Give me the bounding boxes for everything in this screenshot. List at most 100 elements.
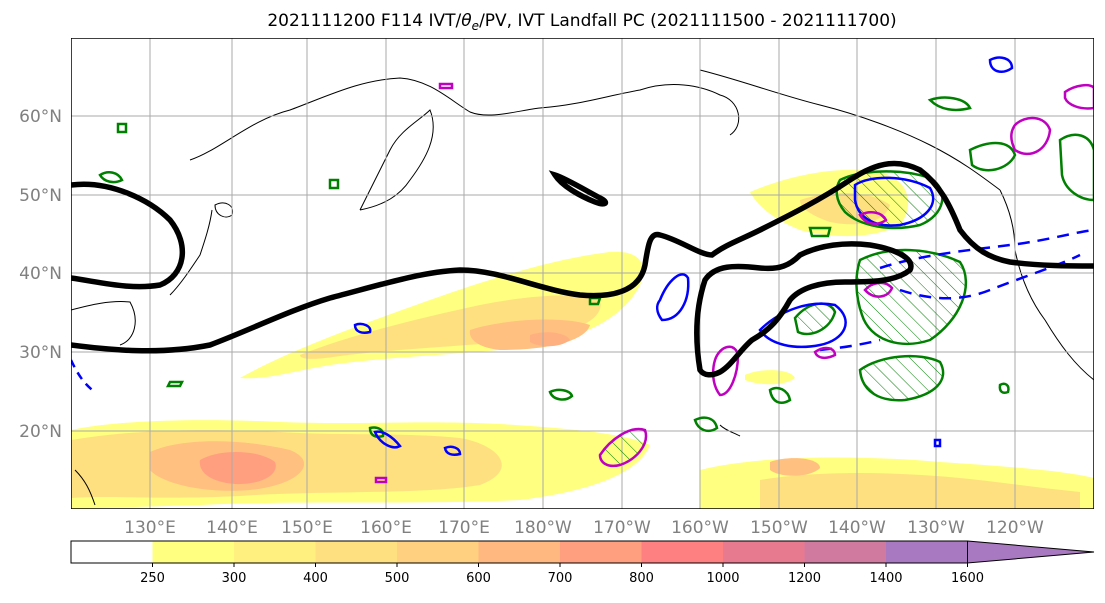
lon-label: 140°E: [206, 518, 258, 538]
kamchatka: [359, 109, 434, 211]
pv-ar-center: [793, 302, 837, 336]
pv-east-edge: [1058, 133, 1094, 202]
magenta-ar-mid: [711, 345, 740, 397]
figure-title: 2021111200 F114 IVT/θe/PV, IVT Landfall …: [267, 11, 896, 33]
lon-label: 120°W: [986, 518, 1044, 538]
pv-coast-strip: [968, 141, 1017, 172]
lon-label: 130°W: [907, 518, 965, 538]
lon-label: 160°E: [360, 518, 412, 538]
pv-hatched-east: [855, 248, 968, 345]
magenta-small-4: [438, 82, 454, 90]
ivt-plume-mid: [300, 295, 601, 359]
pc-contour-inner: [693, 241, 914, 378]
colorbar-segment: [71, 541, 153, 563]
lat-label: 50°N: [19, 186, 62, 206]
colorbar-tick-label: 800: [629, 571, 654, 586]
magenta-small-2: [858, 211, 888, 225]
colorbar-tick-label: 1000: [706, 571, 739, 586]
coastlines: [71, 69, 1094, 506]
magenta-small-3: [813, 346, 837, 360]
theta-e-small-5: [933, 438, 942, 448]
pv-small-2: [165, 380, 185, 388]
latitude-labels: 60°N 50°N 40°N 30°N 20°N: [19, 107, 62, 442]
map-plot-area: [71, 38, 1094, 509]
lat-label: 60°N: [19, 107, 62, 127]
na-coast: [999, 189, 1094, 381]
siberia-coast: [189, 77, 740, 161]
pv-small-6: [368, 426, 385, 438]
magenta-small-5: [374, 476, 388, 484]
colorbar-tick-label: 300: [222, 571, 247, 586]
landfall-pc-contours: [71, 160, 1094, 378]
colorbar-segment: [234, 541, 316, 563]
pv-small-7: [98, 171, 124, 184]
pv-small-1: [116, 122, 128, 134]
pv-hatched-southeast: [858, 354, 945, 402]
pv-small-3: [548, 388, 574, 401]
colorbar-tick-label: 1400: [869, 571, 902, 586]
lat-label: 40°N: [19, 264, 62, 284]
colorbar-tick-label: 250: [140, 571, 165, 586]
theta-e-small-2: [373, 430, 402, 449]
magenta-small-1: [863, 281, 894, 298]
pv-small-11: [998, 382, 1010, 394]
ivt-core-southeast: [770, 458, 820, 476]
theta-e-small-1: [353, 322, 372, 334]
magenta-contours: [374, 82, 1094, 484]
colorbar-segment: [478, 541, 561, 563]
colorbar-tick-label: 1600: [951, 571, 984, 586]
ivt-small-patch: [745, 370, 795, 385]
colorbar-extend-arrow: [967, 540, 1095, 564]
lon-label: 180°W: [514, 518, 572, 538]
pv-small-5: [768, 386, 792, 404]
pv-small-10: [808, 226, 832, 238]
theta-e-dashed-ar: [819, 338, 881, 352]
pc-contour-mid-pacific: [548, 170, 609, 207]
ivt-plume-core: [530, 332, 570, 347]
ivt-colorbar: 250 300 400 500 600 700 800 1000 1200 1400 1600: [70, 540, 1095, 586]
longitude-labels: 130°E 140°E 150°E 160°E 170°E 180°W 170°…: [124, 518, 1044, 538]
colorbar-segment: [397, 541, 479, 563]
colorbar-tick-label: 1200: [788, 571, 821, 586]
theta-e-small-4: [988, 56, 1014, 73]
colorbar-segment: [723, 541, 805, 563]
pc-contour-ar: [71, 160, 1094, 354]
magenta-north: [1010, 116, 1052, 156]
ivt-core-140e: [199, 451, 276, 485]
colorbar-segment: [560, 541, 642, 563]
theta-e-central: [656, 273, 690, 322]
lon-label: 170°W: [593, 518, 651, 538]
colorbar-segment: [641, 541, 724, 563]
magenta-south: [598, 427, 648, 468]
magenta-east-edge: [1063, 83, 1094, 110]
lon-label: 160°W: [671, 518, 729, 538]
lon-label: 150°E: [281, 518, 333, 538]
lat-label: 20°N: [19, 422, 62, 442]
lon-label: 130°E: [124, 518, 176, 538]
pv-small-8: [328, 178, 340, 190]
theta-e-dashed-west: [71, 359, 96, 394]
japan: [169, 209, 213, 296]
pv-north: [927, 96, 972, 112]
colorbar-tick-label: 600: [466, 571, 491, 586]
lon-label: 140°W: [828, 518, 886, 538]
alaska-coast: [699, 69, 1001, 191]
lat-label: 30°N: [19, 343, 62, 363]
lon-label: 170°E: [438, 518, 490, 538]
colorbar-segment: [315, 541, 398, 563]
korea-china: [71, 301, 136, 346]
colorbar-segment: [152, 541, 235, 563]
colorbar-frame: [70, 540, 968, 564]
colorbar-segment: [804, 541, 887, 563]
colorbar-tick-label: 700: [548, 571, 573, 586]
colorbar-tick-label: 500: [385, 571, 410, 586]
theta-e-small-3: [443, 445, 462, 456]
lon-label: 150°W: [750, 518, 808, 538]
pc-contour-north: [71, 181, 186, 290]
colorbar-segment: [886, 541, 968, 563]
ivt-band-southeast-mid: [760, 473, 1080, 509]
pv-small-4: [693, 416, 719, 432]
taiwan-philippines: [74, 469, 96, 506]
colorbar-tick-label: 400: [303, 571, 328, 586]
